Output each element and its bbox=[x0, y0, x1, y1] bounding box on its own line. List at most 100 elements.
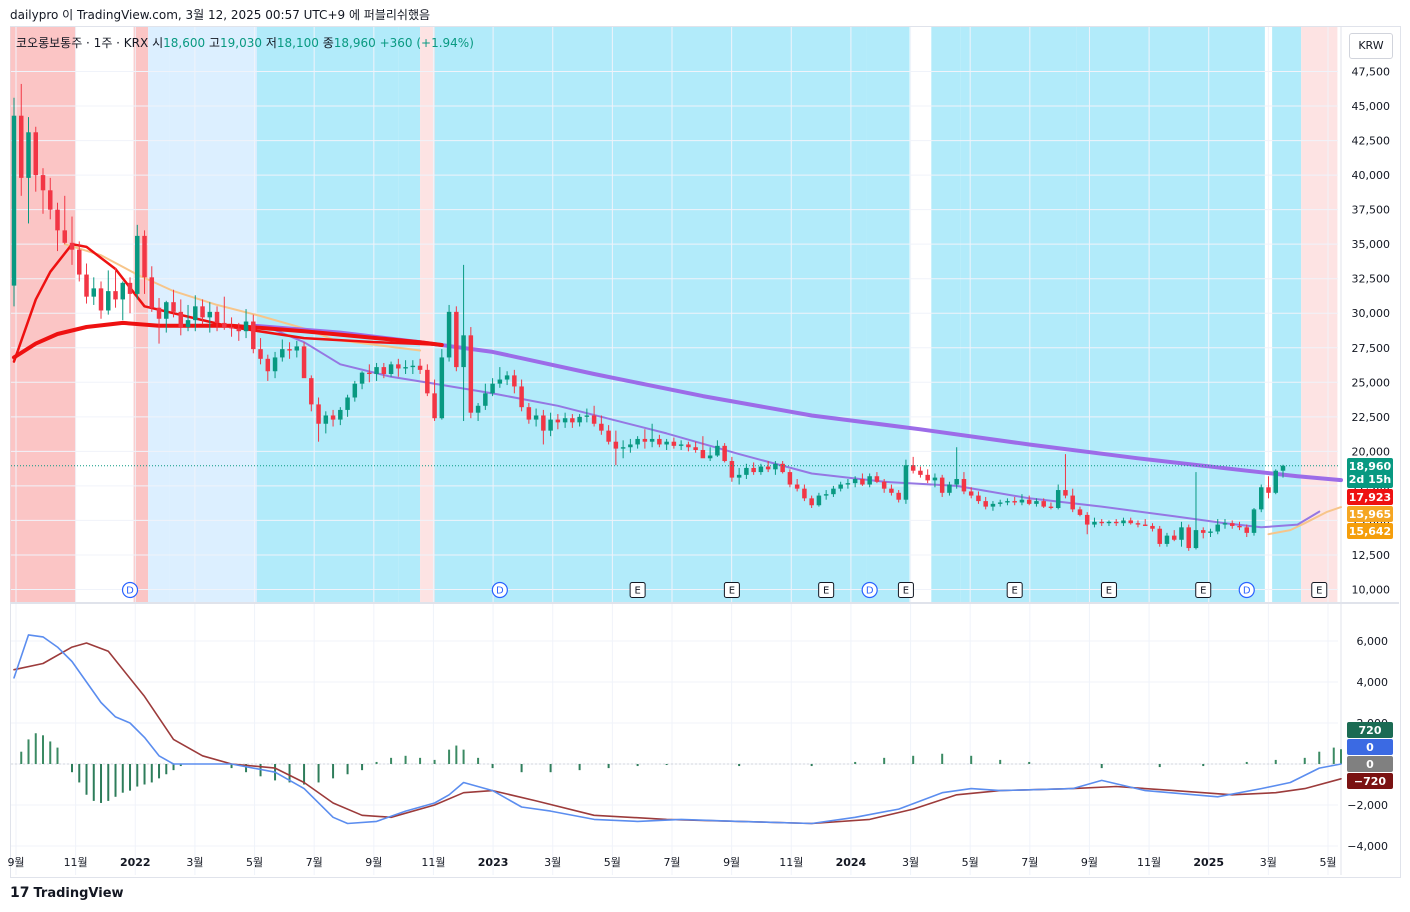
candle-body bbox=[1026, 499, 1032, 504]
candle-body bbox=[1157, 528, 1162, 544]
candle-body bbox=[410, 365, 416, 368]
background-band bbox=[256, 27, 399, 602]
time-tick-label: 3월 bbox=[186, 856, 203, 869]
time-tick-label: 9월 bbox=[365, 856, 382, 869]
candle-body bbox=[323, 415, 329, 424]
high-value: 19,030 bbox=[219, 36, 262, 50]
candle-body bbox=[686, 444, 691, 448]
earnings-marker bbox=[897, 582, 914, 598]
time-tick-label: 9월 bbox=[1081, 856, 1098, 869]
candle-body bbox=[367, 372, 372, 375]
candle-body bbox=[439, 357, 445, 419]
symbol-legend[interactable]: 코오롱보통주 · 1주 · KRX 시18,600 고19,030 저18,10… bbox=[16, 34, 474, 51]
time-tick-label: 3월 bbox=[1260, 856, 1277, 869]
candle-body bbox=[1106, 521, 1112, 524]
candle-body bbox=[294, 346, 300, 351]
earnings-marker bbox=[818, 582, 835, 598]
candle-body bbox=[156, 307, 162, 319]
candle-body bbox=[700, 449, 706, 459]
candle-body bbox=[62, 230, 68, 243]
candle-body bbox=[142, 235, 147, 278]
macd-line bbox=[13, 634, 1342, 825]
candle-body bbox=[736, 474, 742, 478]
candle-body bbox=[1179, 527, 1184, 540]
dividend-marker-label: D bbox=[126, 586, 134, 597]
earnings-marker bbox=[1195, 582, 1212, 598]
candle-body bbox=[483, 393, 488, 406]
currency-button[interactable]: KRW bbox=[1349, 33, 1393, 59]
earnings-marker-label: E bbox=[729, 586, 735, 597]
candle-body bbox=[84, 274, 89, 297]
time-tick-label: 2025 bbox=[1193, 856, 1224, 869]
candle-body bbox=[1063, 490, 1068, 496]
macd-pane bbox=[11, 634, 1343, 825]
grid bbox=[11, 27, 1338, 875]
background-bands bbox=[10, 27, 1338, 602]
candle-body bbox=[787, 472, 793, 485]
candle-body bbox=[1142, 524, 1148, 526]
candle-body bbox=[265, 358, 271, 372]
candle-body bbox=[229, 327, 234, 329]
time-tick-label: 11월 bbox=[779, 856, 803, 869]
background-band bbox=[10, 27, 76, 602]
candle-body bbox=[127, 282, 133, 294]
last-price-badge-sub: 2d 15h bbox=[1349, 473, 1392, 486]
background-band bbox=[420, 27, 435, 602]
earnings-marker-label: E bbox=[1200, 586, 1206, 597]
time-tick-label: 7월 bbox=[1021, 856, 1038, 869]
candle-body bbox=[1128, 520, 1133, 524]
time-tick-label: 2024 bbox=[836, 856, 867, 869]
candle-body bbox=[1150, 525, 1155, 529]
close-label: 종 bbox=[322, 36, 334, 50]
candle-body bbox=[374, 367, 379, 375]
ma-orange-badge bbox=[1347, 506, 1393, 522]
candle-body bbox=[874, 476, 880, 482]
price-tick-label: 10,000 bbox=[1352, 584, 1391, 597]
time-tick-label: 3월 bbox=[902, 856, 919, 869]
candle-body bbox=[309, 378, 314, 405]
candle-body bbox=[1208, 531, 1213, 533]
candle-body bbox=[403, 367, 408, 369]
time-tick-label: 2022 bbox=[120, 856, 151, 869]
candle-body bbox=[867, 476, 872, 485]
candle-body bbox=[171, 302, 176, 312]
candle-body bbox=[526, 407, 532, 420]
price-axis: 47,500 45,000 42,500 40,000 37,500 35,000 32,5… bbox=[1352, 66, 1391, 597]
high-label: 고 bbox=[208, 36, 220, 50]
candle-body bbox=[1215, 524, 1220, 532]
earnings-marker-label: E bbox=[1106, 586, 1112, 597]
candle-body bbox=[417, 365, 423, 370]
candle-body bbox=[497, 379, 503, 384]
change-value: +360 (+1.94%) bbox=[379, 36, 474, 50]
candle-body bbox=[519, 386, 524, 408]
earnings-marker-label: E bbox=[634, 586, 640, 597]
background-band bbox=[866, 27, 910, 602]
candle-body bbox=[838, 484, 843, 489]
candle-body bbox=[1164, 535, 1170, 544]
candle-body bbox=[889, 488, 894, 493]
tradingview-brand[interactable]: 17 TradingView bbox=[10, 885, 124, 901]
candle-body bbox=[193, 306, 198, 321]
price-tick-label: 12,500 bbox=[1352, 549, 1391, 562]
macd-zero-badge bbox=[1347, 756, 1393, 772]
candle-body bbox=[925, 474, 930, 481]
candle-body bbox=[635, 438, 640, 445]
candle-body bbox=[584, 415, 590, 417]
background-band bbox=[960, 27, 1077, 602]
candle-body bbox=[1251, 509, 1257, 533]
price-tick-label: 37,500 bbox=[1352, 204, 1391, 217]
candle-body bbox=[19, 115, 24, 178]
candle-body bbox=[606, 430, 611, 442]
price-tick-label: 27,500 bbox=[1352, 342, 1391, 355]
price-tick-label: 25,000 bbox=[1352, 376, 1391, 389]
open-value: 18,600 bbox=[163, 36, 206, 50]
earnings-marker-label: E bbox=[903, 586, 909, 597]
candle-body bbox=[910, 465, 916, 471]
candle-body bbox=[280, 349, 285, 358]
candle-body bbox=[1113, 521, 1119, 524]
candle-body bbox=[338, 409, 343, 420]
candle-body bbox=[432, 393, 437, 419]
time-tick-label: 3월 bbox=[544, 856, 561, 869]
candle-body bbox=[780, 463, 785, 473]
